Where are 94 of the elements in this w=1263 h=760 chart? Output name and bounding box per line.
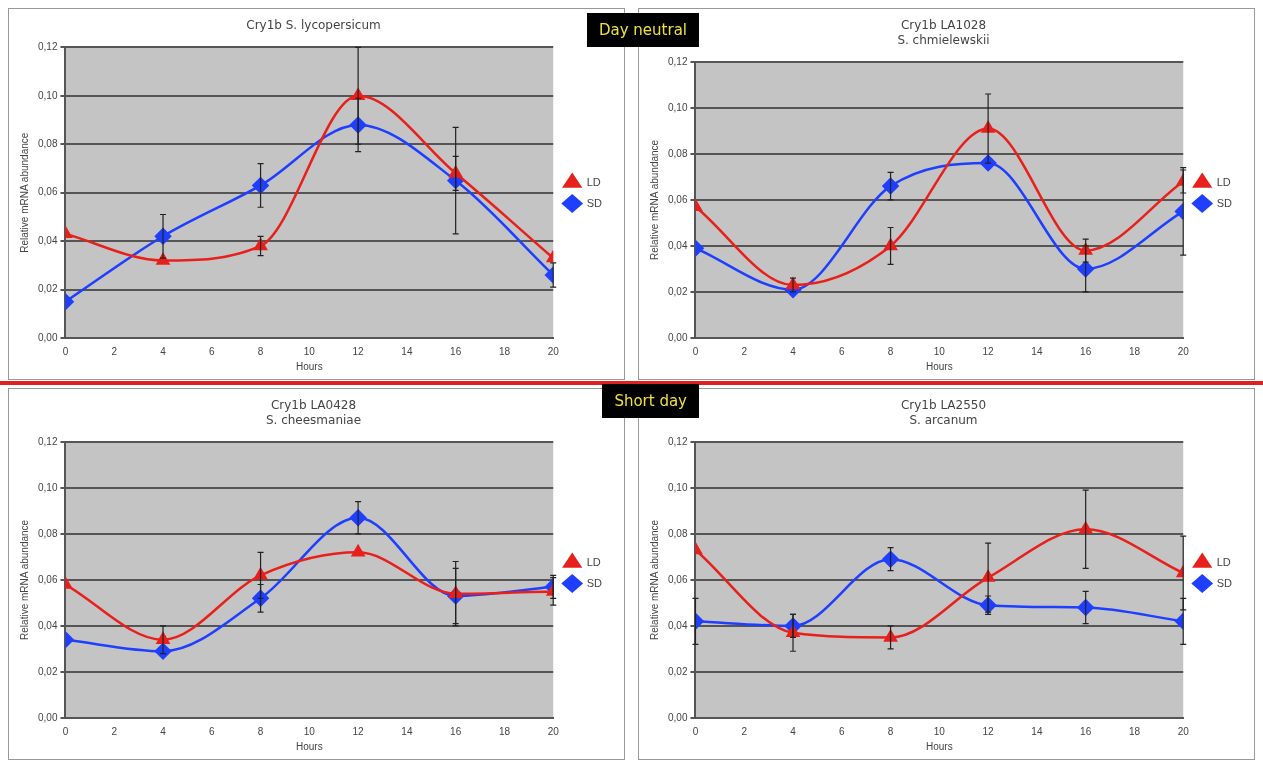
y-tick-label: 0,06 — [37, 186, 58, 198]
x-tick-label: 20 — [1177, 345, 1190, 357]
x-tick-label: 6 — [209, 725, 216, 737]
y-tick-label: 0,02 — [667, 285, 688, 297]
x-tick-label: 0 — [62, 345, 69, 357]
x-tick-label: 4 — [790, 345, 797, 357]
legend-label: SD — [1216, 576, 1233, 589]
x-tick-label: 4 — [790, 725, 797, 737]
chart-title: Cry1b S. lycopersicum — [246, 18, 381, 33]
x-tick-label: 10 — [303, 345, 316, 357]
y-tick-label: 0,10 — [667, 101, 688, 113]
y-tick-label: 0,12 — [37, 41, 58, 53]
x-tick-label: 10 — [303, 725, 316, 737]
y-tick-label: 0,10 — [37, 481, 58, 493]
x-tick-label: 16 — [450, 725, 462, 737]
y-tick-label: 0,08 — [667, 527, 688, 539]
legend-label: LD — [586, 555, 601, 568]
x-tick-label: 2 — [741, 345, 748, 357]
y-tick-label: 0,04 — [37, 234, 58, 246]
x-tick-label: 0 — [692, 345, 699, 357]
legend-label: LD — [586, 175, 601, 188]
y-axis-title: Relative mRNA abundance — [648, 139, 660, 260]
legend-label: LD — [1216, 175, 1231, 188]
x-tick-label: 12 — [352, 725, 365, 737]
y-tick-label: 0,08 — [37, 138, 58, 150]
y-tick-label: 0,02 — [667, 665, 688, 677]
y-axis-title: Relative mRNA abundance — [648, 519, 660, 640]
chart-title: Cry1b LA1028 S. chmielewskii — [897, 18, 990, 47]
legend-label: SD — [1216, 196, 1233, 209]
legend-label: SD — [586, 576, 603, 589]
y-tick-label: 0,12 — [667, 435, 688, 447]
x-axis-title: Hours — [926, 360, 953, 372]
y-tick-label: 0,02 — [37, 283, 58, 295]
x-tick-label: 6 — [839, 725, 846, 737]
x-tick-label: 14 — [401, 725, 413, 737]
x-tick-label: 8 — [887, 725, 894, 737]
x-tick-label: 10 — [933, 345, 946, 357]
x-axis-title: Hours — [296, 740, 323, 752]
chart-title: Cry1b LA2550 S. arcanum — [900, 398, 987, 427]
x-tick-label: 2 — [111, 345, 118, 357]
x-tick-label: 18 — [498, 725, 511, 737]
y-tick-label: 0,04 — [37, 619, 58, 631]
y-axis-title: Relative mRNA abundance — [18, 519, 30, 640]
y-tick-label: 0,00 — [667, 331, 688, 343]
x-tick-label: 20 — [547, 725, 560, 737]
x-axis-title: Hours — [926, 740, 953, 752]
x-tick-label: 4 — [160, 345, 167, 357]
x-tick-label: 16 — [1080, 345, 1092, 357]
x-tick-label: 2 — [111, 725, 118, 737]
y-axis-title: Relative mRNA abundance — [18, 132, 30, 253]
y-tick-label: 0,00 — [37, 331, 58, 343]
y-tick-label: 0,10 — [667, 481, 688, 493]
x-tick-label: 14 — [1031, 345, 1043, 357]
x-tick-label: 6 — [839, 345, 846, 357]
x-tick-label: 8 — [257, 725, 264, 737]
x-tick-label: 14 — [401, 345, 413, 357]
x-tick-label: 16 — [450, 345, 462, 357]
x-tick-label: 12 — [352, 345, 365, 357]
legend-label: LD — [1216, 555, 1231, 568]
x-tick-label: 18 — [1128, 345, 1141, 357]
x-tick-label: 20 — [1177, 725, 1190, 737]
x-tick-label: 10 — [933, 725, 946, 737]
y-tick-label: 0,12 — [667, 55, 688, 67]
y-tick-label: 0,02 — [37, 665, 58, 677]
x-tick-label: 16 — [1080, 725, 1092, 737]
x-tick-label: 18 — [498, 345, 511, 357]
y-tick-label: 0,12 — [37, 435, 58, 447]
y-tick-label: 0,10 — [37, 89, 58, 101]
x-tick-label: 0 — [692, 725, 699, 737]
y-tick-label: 0,06 — [667, 193, 688, 205]
y-tick-label: 0,08 — [667, 147, 688, 159]
x-tick-label: 0 — [62, 725, 69, 737]
x-tick-label: 12 — [982, 725, 995, 737]
y-tick-label: 0,04 — [667, 619, 688, 631]
y-tick-label: 0,06 — [37, 573, 58, 585]
y-tick-label: 0,06 — [667, 573, 688, 585]
y-tick-label: 0,08 — [37, 527, 58, 539]
y-tick-label: 0,00 — [37, 711, 58, 723]
y-tick-label: 0,00 — [667, 711, 688, 723]
x-tick-label: 12 — [982, 345, 995, 357]
text: Short day — [602, 384, 699, 418]
x-tick-label: 4 — [160, 725, 167, 737]
legend-label: SD — [586, 196, 603, 209]
x-axis-title: Hours — [296, 360, 323, 372]
x-tick-label: 2 — [741, 725, 748, 737]
x-tick-label: 18 — [1128, 725, 1141, 737]
x-tick-label: 20 — [547, 345, 560, 357]
y-tick-label: 0,04 — [667, 239, 688, 251]
x-tick-label: 8 — [887, 345, 894, 357]
x-tick-label: 8 — [257, 345, 264, 357]
text: Day neutral — [586, 13, 699, 47]
x-tick-label: 6 — [209, 345, 216, 357]
chart-title: Cry1b LA0428 S. cheesmaniae — [265, 398, 362, 427]
x-tick-label: 14 — [1031, 725, 1043, 737]
